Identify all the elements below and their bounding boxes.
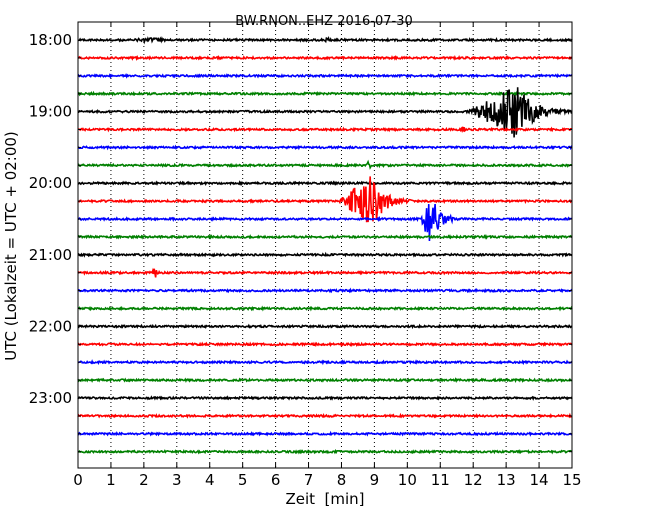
x-tick-label: 15 bbox=[562, 471, 581, 489]
x-tick-label: 1 bbox=[106, 471, 116, 489]
x-tick-label: 12 bbox=[464, 471, 483, 489]
trace-2230 bbox=[77, 359, 573, 366]
y-ticks: 18:00 19:00 20:00 21:00 22:00 23:00 bbox=[29, 31, 572, 453]
trace-2300 bbox=[77, 395, 573, 401]
trace-1915 bbox=[77, 126, 573, 134]
x-axis-label: Zeit [min] bbox=[285, 490, 364, 508]
x-tick-label: 4 bbox=[205, 471, 215, 489]
trace-2000 bbox=[77, 180, 573, 187]
trace-2215 bbox=[77, 341, 573, 348]
trace-1815 bbox=[77, 54, 573, 62]
y-tick-label: 22:00 bbox=[29, 317, 72, 335]
trace-2115 bbox=[77, 267, 573, 278]
x-tick-label: 7 bbox=[304, 471, 314, 489]
trace-2015 bbox=[77, 176, 573, 223]
y-tick-label: 23:00 bbox=[29, 389, 72, 407]
trace-1830 bbox=[77, 72, 573, 79]
x-tick-label: 8 bbox=[337, 471, 347, 489]
grid bbox=[110, 22, 540, 468]
x-tick-label: 3 bbox=[172, 471, 182, 489]
trace-2345 bbox=[77, 448, 573, 455]
y-axis-label: UTC (Lokalzeit = UTC + 02:00) bbox=[2, 131, 20, 361]
trace-2100 bbox=[77, 251, 573, 258]
trace-2245 bbox=[77, 377, 573, 384]
trace-2045 bbox=[77, 233, 573, 240]
trace-2330 bbox=[77, 430, 573, 437]
y-tick-label: 20:00 bbox=[29, 174, 72, 192]
plot-frame bbox=[77, 21, 573, 469]
trace-1930 bbox=[77, 144, 573, 151]
trace-1900 bbox=[77, 87, 573, 138]
trace-2145 bbox=[77, 305, 573, 312]
trace-1945 bbox=[77, 159, 573, 170]
x-tick-label: 0 bbox=[73, 471, 83, 489]
x-tick-label: 5 bbox=[238, 471, 248, 489]
trace-1845 bbox=[77, 90, 573, 97]
x-tick-label: 13 bbox=[497, 471, 516, 489]
x-tick-label: 11 bbox=[431, 471, 450, 489]
x-tick-label: 14 bbox=[530, 471, 549, 489]
trace-2200 bbox=[77, 323, 573, 330]
x-tick-label: 6 bbox=[271, 471, 281, 489]
x-ticks: 0 1 2 3 4 5 6 7 8 9 10 11 12 13 14 15 bbox=[73, 22, 582, 489]
trace-2315 bbox=[77, 412, 573, 419]
y-tick-label: 21:00 bbox=[29, 246, 72, 264]
y-tick-label: 19:00 bbox=[29, 103, 72, 121]
x-tick-label: 10 bbox=[398, 471, 417, 489]
trace-group bbox=[77, 36, 573, 455]
x-tick-label: 9 bbox=[370, 471, 380, 489]
y-tick-label: 18:00 bbox=[29, 31, 72, 49]
x-tick-label: 2 bbox=[139, 471, 149, 489]
trace-2130 bbox=[77, 287, 573, 294]
trace-2030 bbox=[77, 203, 573, 241]
trace-1800 bbox=[77, 36, 573, 45]
